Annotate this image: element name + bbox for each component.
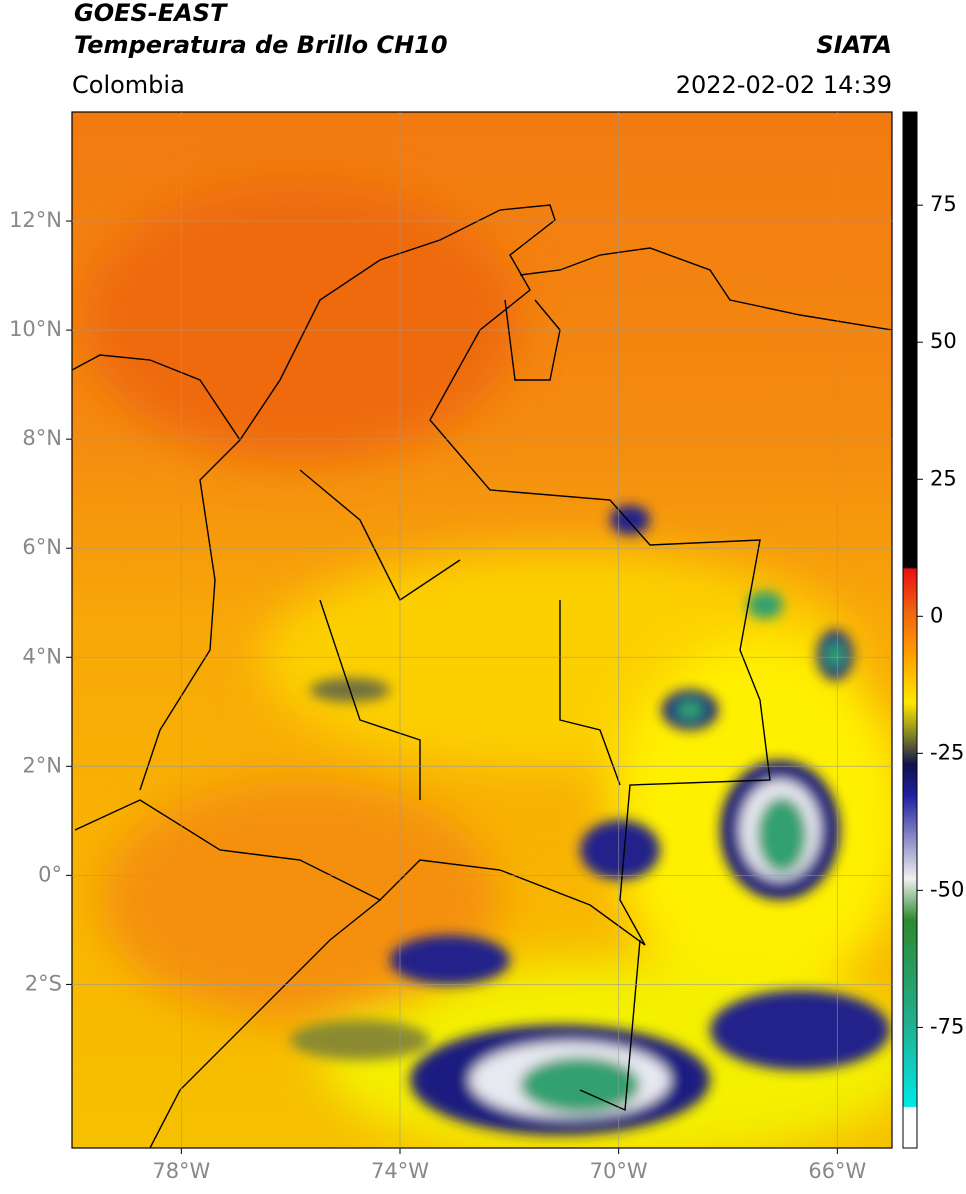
lat-tick-label: 0° (38, 862, 62, 886)
graticule (72, 112, 892, 1148)
colorbar-tick-label: -50 (930, 877, 964, 901)
title: GOES-EAST (74, 0, 228, 27)
colorbar-tick-label: 0 (930, 603, 943, 627)
lon-tick-label: 66°W (808, 1159, 866, 1183)
map-frame (71, 111, 893, 1149)
title: Temperatura de Brillo CH10 (74, 31, 448, 59)
lat-tick-label: 8°N (22, 426, 62, 450)
border (149, 469, 641, 1148)
lon-tick-label: 70°W (590, 1159, 648, 1183)
lat-tick-label: 2°N (22, 753, 62, 777)
colorbar-tick-label: 50 (930, 329, 957, 353)
satellite-image (72, 112, 892, 1148)
coastline (72, 247, 892, 441)
lat-tick-label: 4°N (22, 644, 62, 668)
lat-tick-label: 12°N (9, 208, 62, 232)
region: Colombia (72, 71, 185, 99)
coastline (74, 204, 771, 946)
colorbar-tick-label: -25 (930, 740, 964, 764)
colorbar-tick-label: 25 (930, 466, 957, 490)
colorbar (902, 111, 918, 1149)
lon-tick-label: 78°W (152, 1159, 210, 1183)
datetime: 2022-02-02 14:39 (676, 71, 892, 99)
lat-tick-label: 6°N (22, 535, 62, 559)
colorbar-tick-label: -75 (930, 1014, 964, 1038)
colorbar-tick-label: 75 (930, 192, 957, 216)
lat-tick-label: 10°N (9, 317, 62, 341)
source: SIATA (816, 31, 892, 59)
lat-tick-label: 2°S (25, 971, 62, 995)
lon-tick-label: 74°W (371, 1159, 429, 1183)
